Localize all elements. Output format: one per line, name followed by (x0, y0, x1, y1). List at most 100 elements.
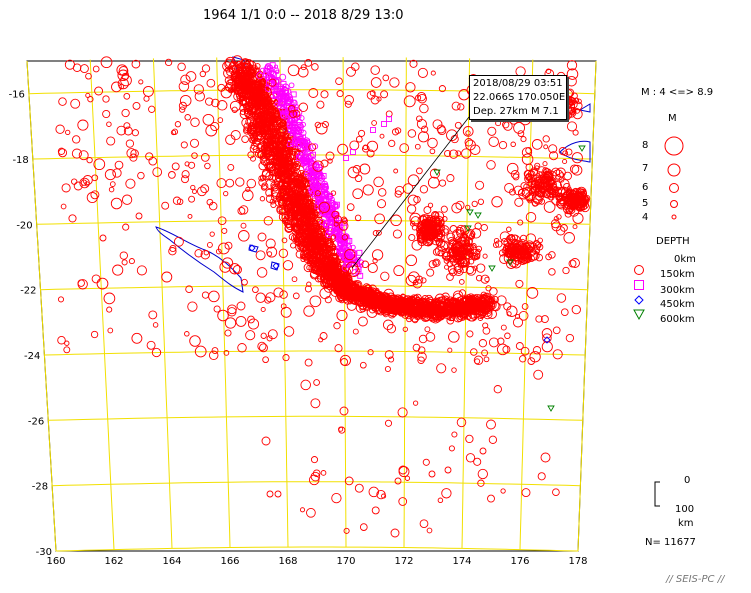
quake-marker (268, 125, 276, 134)
quake-marker (223, 190, 229, 197)
quake-marker (180, 74, 191, 85)
quake-marker (131, 129, 139, 137)
depth-label-450: 450km (660, 299, 695, 310)
quake-marker (208, 201, 218, 211)
quake-marker (512, 173, 520, 181)
quake-marker (170, 129, 177, 136)
quake-marker (513, 121, 526, 134)
quake-marker (339, 406, 349, 416)
quake-marker (219, 261, 231, 273)
quake-marker (372, 297, 378, 304)
quake-marker (343, 527, 350, 534)
quake-marker (520, 136, 527, 143)
quake-marker (275, 166, 286, 177)
quake-marker (429, 168, 440, 179)
quake-marker (172, 196, 182, 205)
quake-marker (535, 187, 546, 198)
quake-marker (77, 279, 85, 287)
quake-marker (498, 140, 508, 150)
quake-marker (446, 232, 456, 242)
quake-marker (456, 269, 462, 274)
quake-marker (438, 85, 446, 93)
tooltip-location: 22.066S 170.050E (473, 92, 566, 103)
quake-marker (57, 296, 65, 303)
quake-marker (109, 181, 116, 187)
quake-marker (297, 174, 305, 182)
quake-marker (256, 267, 268, 278)
quake-marker (548, 251, 556, 259)
x-tick-label: 178 (568, 556, 587, 567)
quake-marker (336, 291, 347, 302)
quake-marker (131, 59, 141, 69)
quake-marker (210, 121, 220, 132)
quake-marker (419, 185, 429, 194)
parallel-line (55, 546, 579, 552)
quake-marker (116, 125, 127, 136)
quake-marker (136, 265, 147, 276)
quake-marker (373, 290, 381, 297)
quake-marker (370, 95, 380, 105)
scale-top-label: 0 (684, 475, 691, 486)
quake-marker (470, 348, 478, 356)
quake-marker (290, 163, 297, 169)
quake-marker (462, 126, 474, 137)
quake-marker (221, 227, 228, 234)
quake-marker (234, 70, 241, 76)
magnitude-legend-symbols (664, 136, 684, 220)
quake-marker (247, 151, 255, 159)
quake-marker (217, 309, 229, 322)
quake-marker (543, 171, 553, 181)
quake-marker (117, 78, 129, 90)
quake-marker (60, 203, 67, 210)
quake-marker (468, 248, 474, 255)
quake-marker (433, 259, 440, 266)
quake-marker (106, 306, 113, 313)
quake-marker (352, 188, 364, 200)
quake-marker (295, 250, 304, 259)
quake-marker (345, 242, 351, 248)
quake-marker (255, 292, 266, 303)
quake-marker (119, 251, 128, 260)
quake-marker (306, 264, 312, 271)
quake-marker (388, 139, 396, 148)
quake-marker (437, 126, 447, 136)
quake-marker (86, 191, 98, 204)
quake-marker (247, 318, 260, 330)
quake-marker (503, 121, 513, 131)
quake-marker (506, 311, 512, 317)
quake-marker (73, 181, 83, 191)
quake-marker (309, 169, 315, 176)
quake-marker (121, 194, 133, 205)
quake-marker (480, 223, 488, 232)
magnitude-symbol-8 (664, 136, 684, 156)
magnitude-label-5: 5 (642, 198, 649, 209)
quake-marker (344, 95, 354, 105)
quake-marker (459, 309, 468, 318)
quake-marker (252, 145, 261, 153)
quake-marker (504, 332, 511, 340)
quake-marker (432, 307, 442, 317)
quake-marker (398, 465, 408, 475)
quake-marker (241, 278, 248, 286)
quake-marker (148, 310, 158, 320)
quake-marker (308, 259, 314, 265)
quake-marker (323, 263, 329, 270)
quake-marker (199, 70, 206, 78)
quake-marker (394, 477, 402, 485)
quake-marker (341, 217, 348, 224)
quake-marker (551, 191, 559, 198)
quake-marker (200, 249, 211, 260)
quake-marker (496, 343, 509, 356)
quake-marker (436, 124, 446, 134)
quake-marker (302, 142, 309, 149)
depth-label-600: 600km (660, 314, 695, 325)
quake-marker (240, 222, 247, 229)
magnitude-symbol-6 (669, 183, 679, 193)
quake-marker (118, 83, 125, 90)
quake-marker (459, 296, 471, 309)
quake-marker (508, 254, 515, 262)
quake-marker (336, 90, 344, 98)
quake-marker (375, 301, 383, 309)
quake-marker (242, 189, 254, 202)
